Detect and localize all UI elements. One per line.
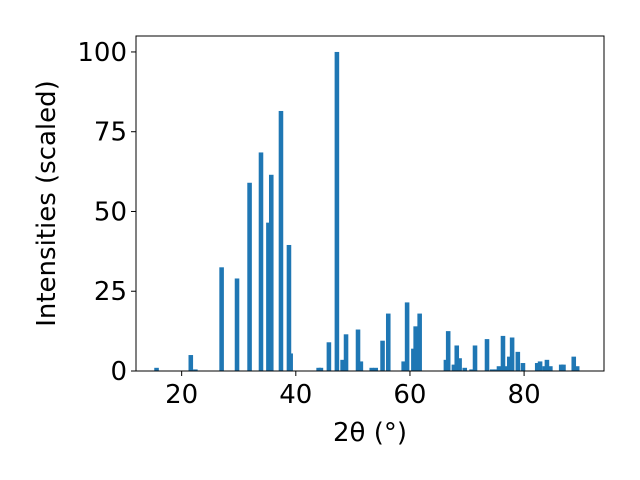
bar	[472, 345, 478, 371]
bar	[502, 366, 508, 371]
y-tick-label: 75	[94, 118, 127, 148]
x-tick-label: 80	[508, 380, 541, 410]
x-tick-label: 60	[393, 380, 426, 410]
bar	[369, 367, 374, 371]
bar	[288, 353, 293, 371]
bar	[574, 366, 580, 371]
plot-frame	[135, 35, 605, 372]
bar	[496, 366, 502, 371]
bar	[326, 342, 332, 371]
y-tick-label: 100	[77, 38, 127, 68]
bar	[334, 51, 340, 371]
bar	[380, 340, 385, 371]
bar	[500, 335, 506, 371]
bar	[462, 367, 468, 371]
y-tick-label: 0	[110, 357, 127, 387]
bar	[355, 329, 361, 371]
bar	[520, 363, 526, 371]
bar	[343, 334, 349, 371]
x-axis-ticks: 20 40 60 80	[165, 371, 541, 410]
bar	[413, 326, 418, 371]
bar	[515, 351, 521, 371]
bar	[537, 361, 543, 371]
bar	[451, 364, 457, 371]
bar	[493, 369, 499, 371]
bar	[358, 361, 364, 371]
bar	[561, 364, 566, 371]
bar	[188, 355, 194, 371]
bar	[544, 359, 550, 371]
bar	[469, 369, 474, 371]
bar	[268, 174, 274, 371]
bar	[534, 363, 540, 371]
bar	[154, 367, 159, 371]
y-tick-label: 25	[94, 277, 127, 307]
bar	[219, 267, 224, 371]
x-tick-label: 40	[279, 380, 312, 410]
bar	[401, 361, 406, 371]
y-tick-label: 50	[94, 197, 127, 227]
bar	[318, 367, 324, 371]
bar	[278, 110, 284, 371]
bar	[258, 152, 264, 371]
y-axis-title: Intensities (scaled)	[32, 80, 62, 327]
x-tick-label: 20	[165, 380, 198, 410]
bar	[457, 358, 462, 371]
bar	[484, 339, 490, 371]
bar	[509, 337, 515, 371]
bars-group	[154, 51, 580, 371]
bar	[548, 366, 553, 371]
bar	[454, 345, 460, 371]
bar	[234, 278, 240, 371]
bar	[373, 367, 378, 371]
bar	[558, 364, 564, 371]
y-axis-ticks: 0 25 50 75 100	[77, 38, 136, 387]
bar	[193, 369, 198, 371]
bar	[445, 331, 451, 371]
bar	[417, 313, 422, 371]
bar	[266, 222, 271, 371]
bar	[286, 244, 292, 371]
bar	[506, 356, 512, 371]
bar	[247, 182, 252, 371]
bar	[489, 369, 495, 371]
bar	[571, 356, 577, 371]
bar	[385, 313, 391, 371]
bar	[340, 359, 345, 371]
x-axis-title: 2θ (°)	[333, 418, 407, 448]
bar	[404, 302, 410, 371]
